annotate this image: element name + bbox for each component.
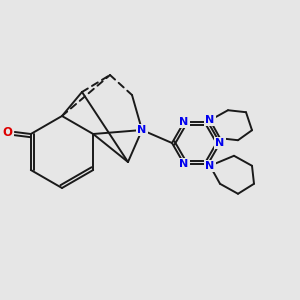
Text: N: N	[206, 161, 214, 171]
Text: N: N	[215, 138, 225, 148]
Text: N: N	[179, 117, 189, 127]
Text: O: O	[3, 125, 13, 139]
Text: N: N	[137, 125, 147, 135]
Text: N: N	[206, 115, 214, 125]
Text: N: N	[179, 159, 189, 169]
